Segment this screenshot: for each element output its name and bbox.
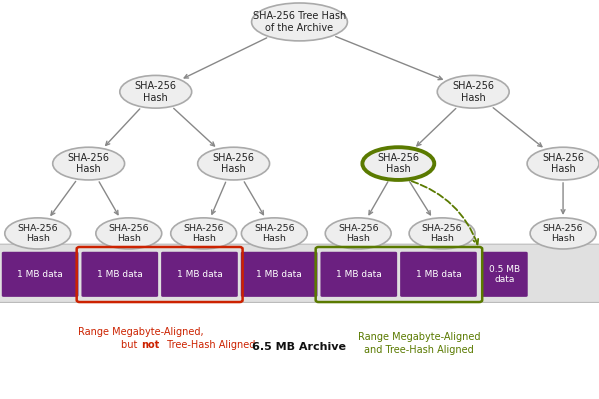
Text: SHA-256
Hash: SHA-256 Hash	[108, 224, 149, 243]
FancyBboxPatch shape	[400, 252, 477, 297]
Text: 6.5 MB Archive: 6.5 MB Archive	[253, 342, 346, 352]
Text: not: not	[141, 340, 159, 350]
Ellipse shape	[530, 218, 596, 249]
Text: 1 MB data: 1 MB data	[256, 270, 302, 279]
Text: SHA-256
Hash: SHA-256 Hash	[543, 224, 583, 243]
Text: SHA-256
Hash: SHA-256 Hash	[338, 224, 379, 243]
Text: 1 MB data: 1 MB data	[336, 270, 382, 279]
FancyBboxPatch shape	[0, 244, 599, 302]
Text: SHA-256
Hash: SHA-256 Hash	[377, 153, 419, 174]
Ellipse shape	[53, 147, 125, 180]
FancyBboxPatch shape	[241, 252, 317, 297]
FancyBboxPatch shape	[2, 252, 78, 297]
Ellipse shape	[527, 147, 599, 180]
Text: Tree-Hash Aligned: Tree-Hash Aligned	[164, 340, 255, 350]
Ellipse shape	[171, 218, 237, 249]
Text: SHA-256
Hash: SHA-256 Hash	[452, 81, 494, 103]
Text: 1 MB data: 1 MB data	[416, 270, 461, 279]
Text: 1 MB data: 1 MB data	[97, 270, 143, 279]
Ellipse shape	[198, 147, 270, 180]
Ellipse shape	[120, 75, 192, 108]
Ellipse shape	[96, 218, 162, 249]
Text: SHA-256
Hash: SHA-256 Hash	[135, 81, 177, 103]
Text: but: but	[121, 340, 141, 350]
Ellipse shape	[241, 218, 307, 249]
Ellipse shape	[362, 147, 434, 180]
Text: Range Megabyte-Aligned,: Range Megabyte-Aligned,	[78, 327, 204, 338]
Text: SHA-256
Hash: SHA-256 Hash	[542, 153, 584, 174]
FancyBboxPatch shape	[161, 252, 238, 297]
Ellipse shape	[325, 218, 391, 249]
Text: SHA-256
Hash: SHA-256 Hash	[213, 153, 255, 174]
Text: Range Megabyte-Aligned
and Tree-Hash Aligned: Range Megabyte-Aligned and Tree-Hash Ali…	[358, 332, 480, 355]
FancyBboxPatch shape	[81, 252, 158, 297]
Text: SHA-256
Hash: SHA-256 Hash	[17, 224, 58, 243]
Text: SHA-256
Hash: SHA-256 Hash	[68, 153, 110, 174]
Text: SHA-256
Hash: SHA-256 Hash	[422, 224, 462, 243]
Ellipse shape	[409, 218, 475, 249]
Text: 0.5 MB
data: 0.5 MB data	[489, 265, 520, 284]
Ellipse shape	[437, 75, 509, 108]
Ellipse shape	[252, 3, 347, 41]
Ellipse shape	[5, 218, 71, 249]
FancyBboxPatch shape	[481, 252, 528, 297]
Text: SHA-256
Hash: SHA-256 Hash	[254, 224, 295, 243]
Text: SHA-256
Hash: SHA-256 Hash	[183, 224, 224, 243]
FancyBboxPatch shape	[320, 252, 397, 297]
Text: 1 MB data: 1 MB data	[17, 270, 63, 279]
Text: 1 MB data: 1 MB data	[177, 270, 222, 279]
Text: SHA-256 Tree Hash
of the Archive: SHA-256 Tree Hash of the Archive	[253, 11, 346, 33]
